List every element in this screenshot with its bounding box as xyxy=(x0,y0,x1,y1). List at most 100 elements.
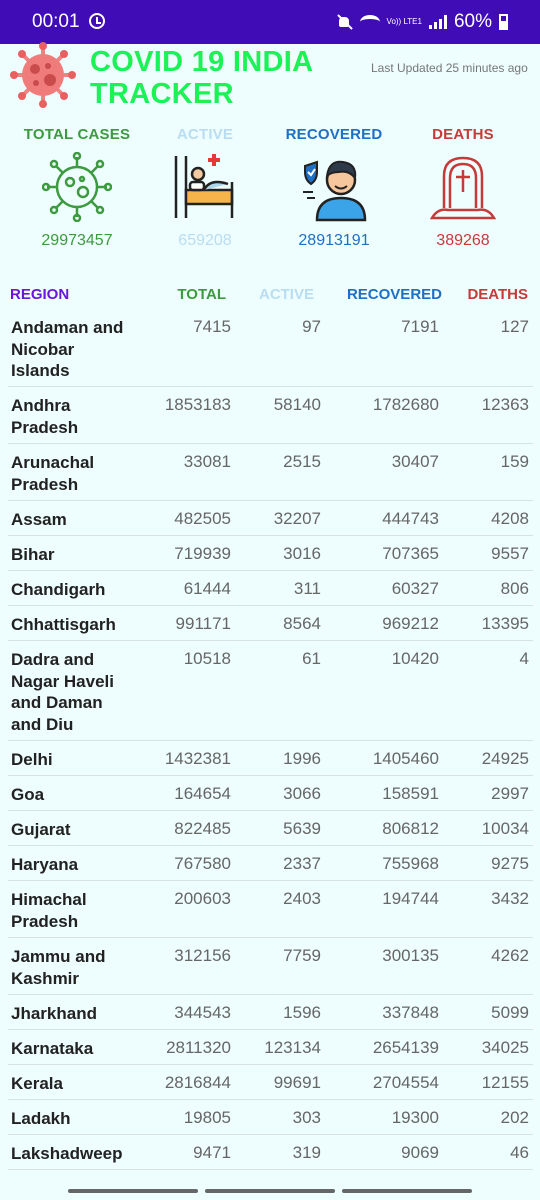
recovered-value: 60327 xyxy=(391,579,439,598)
deaths-value: 2997 xyxy=(491,784,529,803)
table-row: Delhi 1432381 1996 1405460 24925 xyxy=(8,740,533,776)
mute-icon xyxy=(337,14,353,30)
total-value: 822485 xyxy=(174,819,231,838)
table-row: Dadra and Nagar Haveli and Daman and Diu… xyxy=(8,640,533,741)
recovered-person-icon xyxy=(303,160,367,222)
table-row: Ladakh 19805 303 19300 202 xyxy=(8,1099,533,1135)
recovered-value: 10420 xyxy=(391,649,439,668)
total-cases-label: TOTAL CASES xyxy=(23,126,131,143)
active-value: 319 xyxy=(292,1143,321,1162)
table-header: REGION TOTAL ACTIVE RECOVERED DEATHS xyxy=(0,278,540,308)
table-row: Jharkhand 344543 1596 337848 5099 xyxy=(8,994,533,1030)
signal-icon xyxy=(428,15,447,29)
nav-back-handle[interactable] xyxy=(342,1189,472,1193)
navigation-bar xyxy=(0,1172,540,1200)
active-value: 1596 xyxy=(283,1003,321,1022)
recovered-value: 2704554 xyxy=(372,1073,439,1092)
deaths-card: DEATHS 389268 xyxy=(398,126,528,249)
region-name: Jharkhand xyxy=(11,1004,97,1023)
table-row: Arunachal Pradesh 33081 2515 30407 159 xyxy=(8,443,533,501)
recovered-value: 30407 xyxy=(391,452,439,471)
active-card: ACTIVE 659208 xyxy=(140,126,270,249)
total-cases-card: TOTAL CASES 29973457 xyxy=(12,126,142,249)
active-label: ACTIVE xyxy=(176,126,234,143)
battery-icon xyxy=(499,14,508,30)
region-name: Kerala xyxy=(11,1074,63,1093)
region-name: Chandigarh xyxy=(11,580,106,599)
total-value: 7415 xyxy=(193,317,231,336)
header-deaths: DEATHS xyxy=(467,286,528,303)
nav-recents-handle[interactable] xyxy=(68,1189,198,1193)
total-cases-value: 29973457 xyxy=(41,232,113,249)
recovered-value: 969212 xyxy=(382,614,439,633)
deaths-value: 24925 xyxy=(481,749,529,768)
recovered-value: 300135 xyxy=(382,946,439,965)
active-value: 61 xyxy=(302,649,321,668)
virus-icon xyxy=(42,152,112,222)
table-row: Kerala 2816844 99691 2704554 12155 xyxy=(8,1064,533,1100)
deaths-value: 4262 xyxy=(491,946,529,965)
total-value: 9471 xyxy=(193,1143,231,1162)
active-value: 3066 xyxy=(283,784,321,803)
total-value: 200603 xyxy=(174,889,231,908)
region-name: Lakshadweep xyxy=(11,1144,123,1163)
deaths-value: 46 xyxy=(510,1143,529,1162)
nav-home-handle[interactable] xyxy=(205,1189,335,1193)
active-value: 2403 xyxy=(283,889,321,908)
recovered-value: 158591 xyxy=(382,784,439,803)
deaths-value: 127 xyxy=(500,317,529,336)
deaths-value: 159 xyxy=(500,452,529,471)
hospital-bed-icon xyxy=(174,154,234,218)
active-value: 2515 xyxy=(283,452,321,471)
deaths-value: 3432 xyxy=(491,889,529,908)
recovered-value: 2654139 xyxy=(372,1038,439,1057)
table-row: Jammu and Kashmir 312156 7759 300135 4262 xyxy=(8,937,533,995)
total-value: 2811320 xyxy=(166,1038,231,1057)
virus-logo-icon xyxy=(10,42,76,108)
active-value: 311 xyxy=(293,579,321,598)
recovered-value: 806812 xyxy=(382,819,439,838)
recovered-card: RECOVERED 28913191 xyxy=(269,126,399,249)
last-updated-text: Last Updated 25 minutes ago xyxy=(371,61,528,75)
active-value: 303 xyxy=(292,1108,321,1127)
header-region: REGION xyxy=(10,286,70,303)
region-name: Arunachal Pradesh xyxy=(11,453,95,494)
table-row: Chandigarh 61444 311 60327 806 xyxy=(8,570,533,606)
total-value: 312156 xyxy=(174,946,231,965)
table-row: Andaman and Nicobar Islands 7415 97 7191 127 xyxy=(8,308,533,387)
region-name: Goa xyxy=(11,785,45,804)
active-value: 659208 xyxy=(178,232,232,249)
header-recovered: RECOVERED xyxy=(346,286,442,303)
battery-percent: 60% xyxy=(453,11,492,32)
grave-icon xyxy=(429,156,497,220)
table-row: Himachal Pradesh 200603 2403 194744 3432 xyxy=(8,880,533,938)
table-row: Goa 164654 3066 158591 2997 xyxy=(8,775,533,811)
active-value: 1996 xyxy=(283,749,321,768)
status-bar: 00:01 Vo)) LTE1 60% xyxy=(0,0,540,44)
active-value: 97 xyxy=(302,317,321,336)
total-value: 10518 xyxy=(183,649,231,668)
table-row: Haryana 767580 2337 755968 9275 xyxy=(8,845,533,881)
app-title: COVID 19 INDIA TRACKER xyxy=(90,46,314,110)
total-value: 61444 xyxy=(183,579,231,598)
region-name: Himachal Pradesh xyxy=(11,890,87,931)
region-name: Karnataka xyxy=(11,1039,94,1058)
active-value: 123134 xyxy=(264,1038,321,1057)
header-active: ACTIVE xyxy=(258,286,314,303)
deaths-value: 12155 xyxy=(481,1073,529,1092)
deaths-value: 389268 xyxy=(436,232,490,249)
region-name: Ladakh xyxy=(11,1109,71,1128)
recovered-value: 19300 xyxy=(391,1108,439,1127)
recovered-value: 194744 xyxy=(382,889,439,908)
header-total: TOTAL xyxy=(177,286,226,303)
total-value: 767580 xyxy=(174,854,231,873)
active-value: 7759 xyxy=(283,946,321,965)
total-value: 1853183 xyxy=(164,395,231,414)
region-name: Assam xyxy=(11,510,67,529)
recovered-value: 707365 xyxy=(382,544,439,563)
deaths-value: 806 xyxy=(500,579,529,598)
deaths-value: 9275 xyxy=(491,854,529,873)
deaths-value: 202 xyxy=(500,1108,529,1127)
region-name: Haryana xyxy=(11,855,79,874)
table-row: Bihar 719939 3016 707365 9557 xyxy=(8,535,533,571)
